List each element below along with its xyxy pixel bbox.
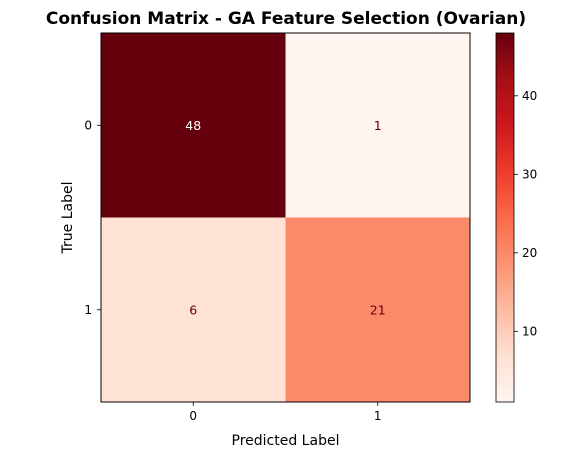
y-tick-label-1: 1 — [84, 303, 92, 317]
x-axis-label: Predicted Label — [232, 433, 340, 449]
colorbar-tick-label-3: 40 — [522, 89, 537, 103]
colorbar-tick-label-0: 10 — [522, 324, 537, 338]
colorbar — [496, 33, 514, 402]
y-tick-label-0: 0 — [84, 118, 92, 132]
heatmap-cell-0-0 — [101, 33, 286, 218]
cell-value-1-0: 6 — [189, 302, 197, 317]
cell-value-1-1: 21 — [370, 302, 386, 317]
x-tick-label-1: 1 — [374, 409, 382, 423]
y-axis-ticks: 01 — [84, 118, 101, 317]
colorbar-tick-label-1: 20 — [522, 246, 537, 260]
plot-frame — [100, 32, 471, 403]
x-tick-label-0: 0 — [189, 409, 197, 423]
y-axis-label: True Label — [60, 182, 76, 255]
heatmap-cell-1-0 — [101, 217, 286, 402]
heatmap-cells — [101, 33, 470, 402]
heatmap-cell-labels: 48 1 6 21 — [185, 118, 385, 318]
cell-value-0-1: 1 — [374, 118, 382, 133]
colorbar-frame — [495, 32, 515, 403]
chart-title: Confusion Matrix - GA Feature Selection … — [46, 9, 526, 29]
colorbar-tick-label-2: 30 — [522, 167, 537, 181]
heatmap-cell-0-1 — [285, 33, 470, 218]
cell-value-0-0: 48 — [185, 118, 201, 133]
colorbar-ticks: 10 20 30 40 — [514, 89, 537, 338]
heatmap-cell-1-1 — [285, 217, 470, 402]
